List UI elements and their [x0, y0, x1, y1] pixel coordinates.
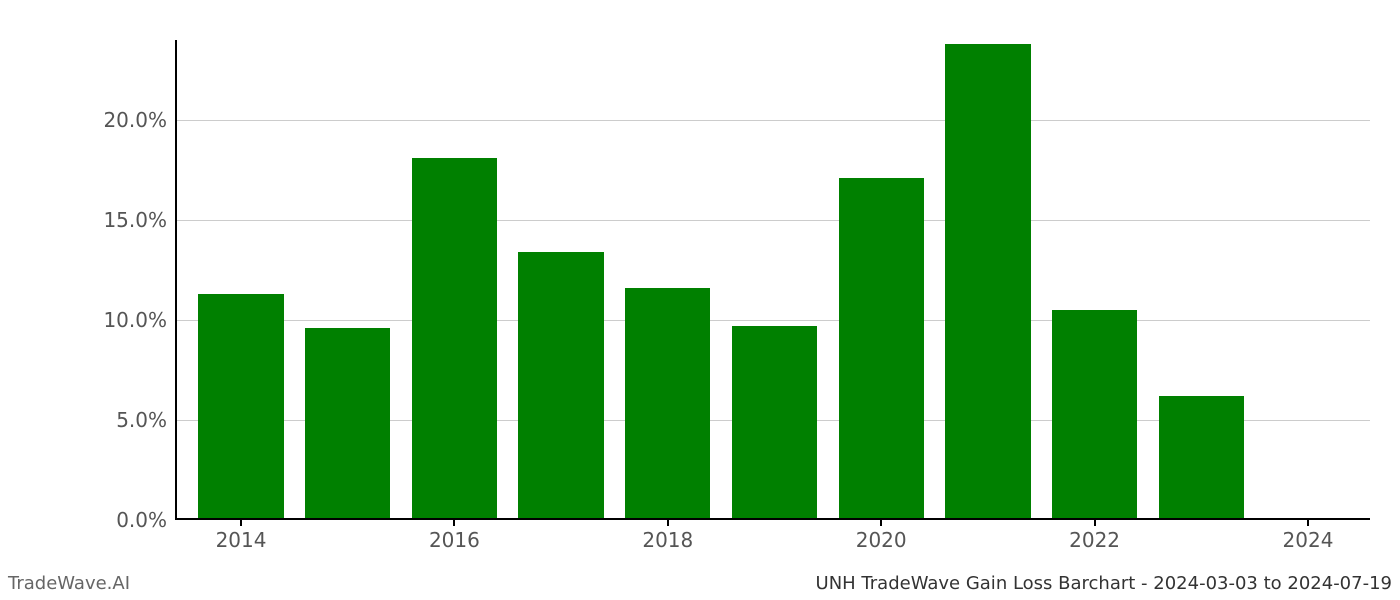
footer-right-caption: UNH TradeWave Gain Loss Barchart - 2024-…: [816, 573, 1392, 594]
bar: [1159, 396, 1244, 518]
x-tick-label: 2020: [856, 518, 907, 552]
x-tick-label: 2018: [642, 518, 693, 552]
chart-stage: 0.0% 5.0% 10.0% 15.0% 20.0% 2014 2016 2018 2020 2…: [0, 0, 1400, 600]
bar: [1052, 310, 1137, 518]
y-tick-label: 0.0%: [116, 508, 177, 532]
x-tick-label: 2024: [1283, 518, 1334, 552]
gridline: [177, 320, 1370, 321]
bar: [732, 326, 817, 518]
y-tick-label: 15.0%: [103, 208, 177, 232]
y-tick-label: 20.0%: [103, 108, 177, 132]
bar: [305, 328, 390, 518]
y-tick-label: 10.0%: [103, 308, 177, 332]
bar: [198, 294, 283, 518]
plot-area: 0.0%5.0%10.0%15.0%20.0%20142016201820202…: [175, 40, 1370, 520]
x-tick-label: 2022: [1069, 518, 1120, 552]
footer-left-brand: TradeWave.AI: [8, 573, 130, 594]
bar: [518, 252, 603, 518]
x-tick-label: 2014: [216, 518, 267, 552]
gridline: [177, 220, 1370, 221]
bar: [945, 44, 1030, 518]
y-tick-label: 5.0%: [116, 408, 177, 432]
bar: [839, 178, 924, 518]
bar: [625, 288, 710, 518]
bar: [412, 158, 497, 518]
x-tick-label: 2016: [429, 518, 480, 552]
gridline: [177, 120, 1370, 121]
